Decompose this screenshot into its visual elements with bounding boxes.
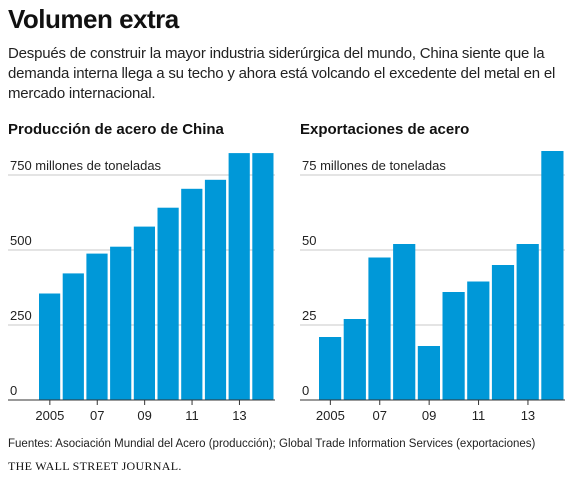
bar <box>319 337 342 400</box>
bar <box>39 293 61 400</box>
y-tick-label: 750 millones de toneladas <box>10 158 162 173</box>
bar <box>541 151 564 400</box>
x-tick-label: 11 <box>185 408 199 423</box>
x-tick-label: 07 <box>373 408 387 423</box>
bar <box>442 292 465 400</box>
y-tick-label: 250 <box>10 308 32 323</box>
bar <box>110 246 132 400</box>
x-tick-label: 13 <box>232 408 246 423</box>
bar <box>368 257 391 400</box>
x-tick-label: 2005 <box>316 408 345 423</box>
y-tick-label: 0 <box>10 383 17 398</box>
credit: THE WALL STREET JOURNAL. <box>8 459 182 473</box>
bar <box>133 226 155 400</box>
source: Fuentes: Asociación Mundial del Acero (p… <box>8 438 536 450</box>
x-tick-label: 11 <box>472 408 486 423</box>
bar <box>467 281 490 400</box>
bar <box>62 273 84 400</box>
title: Volumen extra <box>8 4 179 34</box>
x-tick-label: 09 <box>137 408 151 423</box>
y-tick-label: 50 <box>302 233 316 248</box>
bar <box>417 346 440 400</box>
bar <box>228 153 250 400</box>
y-tick-label: 25 <box>302 308 316 323</box>
x-tick-label: 09 <box>422 408 436 423</box>
x-tick-label: 07 <box>90 408 104 423</box>
y-tick-label: 500 <box>10 233 32 248</box>
bar <box>516 244 539 400</box>
bar <box>181 188 203 400</box>
bar <box>157 207 179 400</box>
bar <box>252 153 274 400</box>
y-tick-label: 75 millones de toneladas <box>302 158 446 173</box>
x-tick-label: 2005 <box>35 408 64 423</box>
bar <box>491 265 515 400</box>
bar <box>204 179 227 400</box>
y-tick-label: 0 <box>302 383 309 398</box>
chart-title: Producción de acero de China <box>8 121 225 138</box>
chart-title: Exportaciones de acero <box>300 121 469 138</box>
x-tick-label: 13 <box>521 408 535 423</box>
bar <box>343 319 366 400</box>
subtitle: Después de construir la mayor industria … <box>8 45 556 102</box>
bar <box>393 244 416 400</box>
bar <box>86 253 108 400</box>
